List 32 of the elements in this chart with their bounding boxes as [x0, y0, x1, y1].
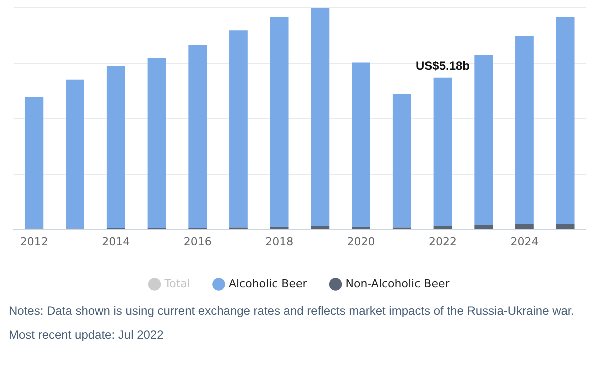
x-tick-label: 2018: [266, 235, 294, 248]
bar: [66, 80, 84, 229]
x-tick-label: 2022: [429, 235, 457, 248]
bar: [516, 36, 534, 224]
bar: [188, 45, 208, 228]
bar: [434, 226, 452, 230]
bar: [556, 17, 575, 224]
legend-label: Non-Alcoholic Beer: [346, 277, 450, 290]
bar: [230, 30, 248, 228]
bar: [311, 8, 330, 226]
x-tick-label: 2020: [347, 235, 376, 248]
bar: [516, 224, 534, 230]
bar: [392, 94, 412, 228]
legend-label: Alcoholic Beer: [228, 277, 308, 290]
x-tick-label: 2014: [102, 235, 130, 248]
bar: [434, 78, 452, 226]
x-tick-label: 2016: [184, 235, 212, 248]
x-tick-label: 2024: [510, 235, 539, 248]
bar: [25, 97, 44, 229]
bar: [311, 226, 330, 230]
x-tick-label: 2012: [20, 235, 48, 248]
text: Notes: Data shown is using current exchange rates and reflects market impacts of the Russia-Ukraine war.: [9, 304, 576, 318]
text: Most recent update: Jul 2022: [9, 328, 165, 342]
bar: [270, 17, 289, 228]
bar: [148, 58, 166, 228]
bar: [474, 55, 494, 226]
legend-label: Total: [164, 277, 190, 290]
bar: [556, 224, 575, 230]
bar: [352, 62, 370, 228]
bar: [474, 225, 494, 230]
total-label: US$5.18b: [416, 59, 470, 74]
bar: [106, 66, 126, 228]
